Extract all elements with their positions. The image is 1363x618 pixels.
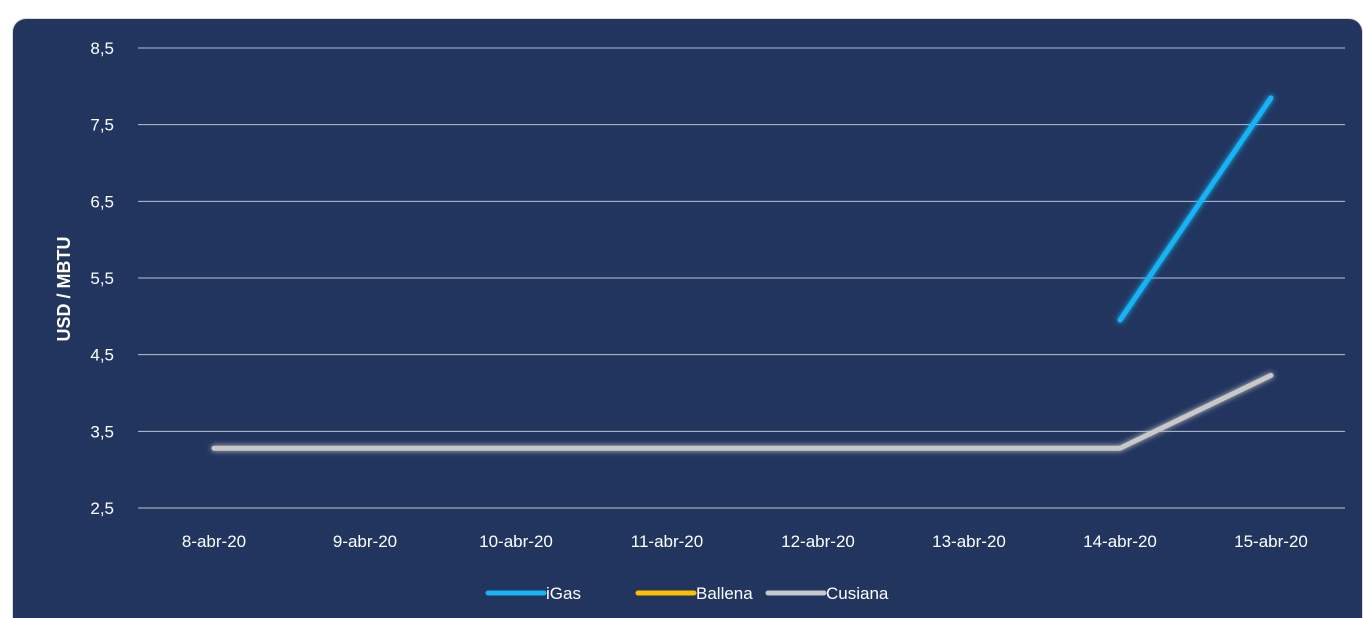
series-line-cusiana <box>211 372 1274 451</box>
x-tick-label: 8-abr-20 <box>182 532 246 551</box>
x-tick-label: 10-abr-20 <box>479 532 553 551</box>
x-tick-label: 9-abr-20 <box>333 532 397 551</box>
y-tick-label: 2,5 <box>90 499 114 518</box>
x-tick-label: 13-abr-20 <box>932 532 1006 551</box>
legend-label-cusiana: Cusiana <box>826 584 889 603</box>
y-tick-label: 6,5 <box>90 192 114 211</box>
y-tick-label: 5,5 <box>90 269 114 288</box>
y-tick-label: 8,5 <box>90 39 114 58</box>
y-axis-ticks: 2,5 3,5 4,5 5,5 6,5 7,5 8,5 <box>90 39 114 518</box>
grid-lines <box>138 47 1345 509</box>
y-tick-label: 4,5 <box>90 346 114 365</box>
x-tick-label: 11-abr-20 <box>631 532 703 551</box>
x-axis-ticks: 8-abr-20 9-abr-20 10-abr-20 11-abr-20 12-abr… <box>182 532 1308 551</box>
y-tick-label: 3,5 <box>90 422 114 441</box>
series-line-igas <box>1117 95 1274 323</box>
legend: iGas Ballena Cusiana <box>485 584 889 603</box>
y-axis-label: USD / MBTU <box>54 237 74 342</box>
legend-label-ballena: Ballena <box>696 584 753 603</box>
series-lines <box>211 95 1274 451</box>
legend-label-igas: iGas <box>546 584 581 603</box>
x-tick-label: 14-abr-20 <box>1083 532 1157 551</box>
x-tick-label: 15-abr-20 <box>1234 532 1308 551</box>
x-tick-label: 12-abr-20 <box>781 532 855 551</box>
y-tick-label: 7,5 <box>90 116 114 135</box>
